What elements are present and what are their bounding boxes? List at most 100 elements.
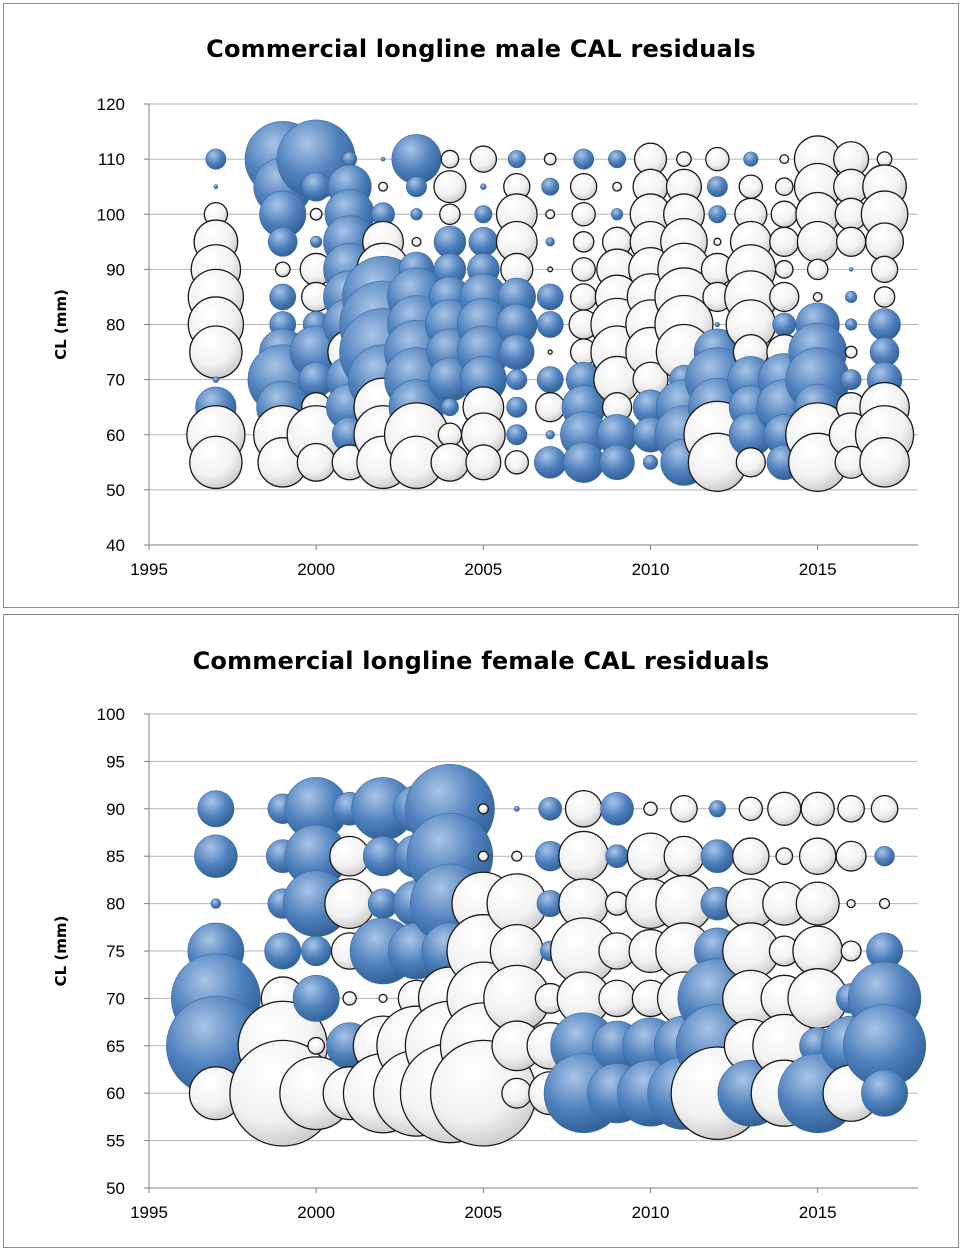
chart-title: Commercial longline female CAL residuals xyxy=(192,647,770,675)
y-tick-label: 120 xyxy=(97,95,125,114)
bubble-positive xyxy=(292,974,340,1022)
bubble-negative xyxy=(735,447,766,478)
y-tick-label: 75 xyxy=(106,942,125,961)
bubble-positive xyxy=(342,151,358,167)
bubble-negative xyxy=(779,154,790,165)
bubble-negative xyxy=(477,803,489,815)
bubble-negative xyxy=(307,1036,326,1055)
y-tick-label: 100 xyxy=(97,205,125,224)
bubble-negative xyxy=(774,177,794,197)
bubble-positive xyxy=(410,208,423,221)
y-tick-label: 60 xyxy=(106,426,125,445)
bubble-positive xyxy=(433,225,467,259)
bubble-negative xyxy=(767,791,802,826)
bubble-positive xyxy=(194,834,238,878)
bubble-positive xyxy=(197,790,235,828)
bubble-positive xyxy=(499,334,535,370)
bubble-positive xyxy=(541,177,560,196)
bubble-positive xyxy=(536,311,564,338)
bubble-negative xyxy=(439,203,461,226)
bubble-positive xyxy=(840,369,862,391)
bubble-positive xyxy=(708,205,727,224)
bubble-negative xyxy=(738,174,764,199)
y-axis-title: CL (mm) xyxy=(52,916,70,987)
bubble-negative xyxy=(572,231,595,253)
bubble-positive xyxy=(538,796,563,821)
bubble-negative xyxy=(558,830,610,882)
bubble-negative xyxy=(738,796,764,822)
bubble-positive xyxy=(708,800,726,818)
bubble-negative xyxy=(870,255,899,284)
bubble-negative xyxy=(569,172,598,201)
bubble-positive xyxy=(533,446,567,479)
bubble-positive xyxy=(545,430,555,440)
bubble-negative xyxy=(564,790,603,828)
bubble-positive xyxy=(480,183,487,190)
y-tick-label: 85 xyxy=(106,847,125,866)
bubble-negative xyxy=(274,261,291,278)
bubble-negative xyxy=(504,450,530,475)
y-tick-label: 65 xyxy=(106,1037,125,1056)
bubble-negative xyxy=(643,801,658,817)
bubble-positive xyxy=(600,792,634,826)
bubble-negative xyxy=(769,281,800,313)
bubble-negative xyxy=(296,442,336,482)
y-tick-label: 90 xyxy=(106,800,125,819)
bubble-negative xyxy=(545,209,556,220)
bubble-negative xyxy=(324,878,376,930)
bubble-positive xyxy=(845,318,858,331)
y-tick-label: 80 xyxy=(106,895,125,914)
x-tick-label: 1995 xyxy=(130,1203,168,1222)
bubble-positive xyxy=(440,398,459,417)
bubble-negative xyxy=(612,181,623,192)
male-residuals-bubble-chart: 40 50 60 70 80 90 100 110 120 1995 2000 2005 2010 201… xyxy=(52,95,918,579)
bubble-negative xyxy=(440,149,460,169)
bubble-negative xyxy=(873,286,896,308)
y-tick-label: 70 xyxy=(106,371,125,390)
y-tick-label: 70 xyxy=(106,989,125,1008)
bubble-negative xyxy=(189,435,243,490)
bubble-positive xyxy=(563,441,605,483)
bubble-negative xyxy=(535,392,566,423)
bubble-negative xyxy=(189,325,243,379)
bubble-positive xyxy=(301,171,331,202)
bubble-positive xyxy=(205,148,227,170)
bubble-negative xyxy=(477,850,489,862)
x-tick-label: 2005 xyxy=(464,1203,502,1222)
bubble-negative xyxy=(511,850,523,862)
y-axis-title: CL (mm) xyxy=(52,289,70,360)
bubble-positive xyxy=(700,839,735,873)
bubble-negative xyxy=(732,837,770,876)
y-tick-label: 60 xyxy=(106,1084,125,1103)
female-residuals-panel: Commercial longline female CAL residuals… xyxy=(3,614,959,1248)
bubble-positive xyxy=(608,150,627,169)
bubble-negative xyxy=(465,444,502,481)
bubble-positive xyxy=(743,151,759,167)
bubble-positive xyxy=(264,932,302,970)
bubble-positive xyxy=(212,376,220,383)
bubble-positive xyxy=(610,208,624,221)
bubble-positive xyxy=(536,366,564,393)
bubble-negative xyxy=(411,236,422,247)
bubble-negative xyxy=(769,226,800,257)
y-tick-label: 80 xyxy=(106,316,125,335)
bubble-positive xyxy=(506,396,528,418)
bubble-negative xyxy=(309,207,323,221)
bubble-negative xyxy=(430,442,470,482)
bubble-negative xyxy=(835,840,867,872)
bubble-negative xyxy=(433,170,467,204)
y-tick-label: 95 xyxy=(106,752,125,771)
x-tick-label: 2005 xyxy=(464,560,502,579)
y-tick-label: 100 xyxy=(97,705,125,724)
y-tick-label: 90 xyxy=(106,260,125,279)
bubble-positive xyxy=(605,844,629,869)
bubble-positive xyxy=(714,321,721,328)
bubble-positive xyxy=(861,1069,908,1117)
x-tick-label: 2015 xyxy=(799,560,837,579)
male-residuals-panel: Commercial longline male CAL residuals 4… xyxy=(3,3,959,608)
x-tick-label: 2015 xyxy=(799,1203,837,1222)
bubble-negative xyxy=(670,794,698,823)
bubble-negative xyxy=(378,993,388,1004)
bubble-negative xyxy=(806,258,829,281)
bubble-negative xyxy=(865,222,905,262)
